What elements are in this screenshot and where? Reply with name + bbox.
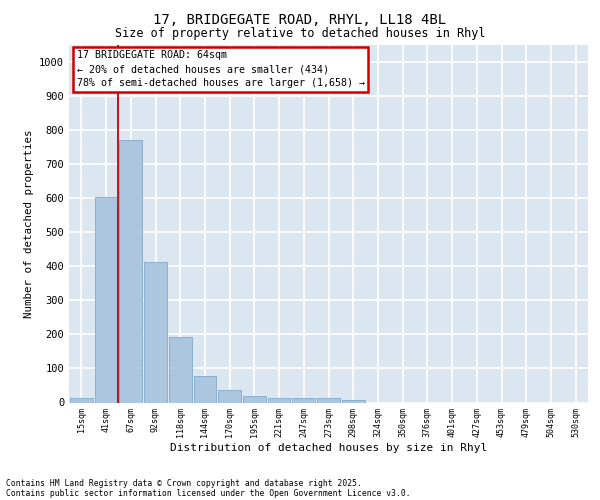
- Bar: [292, 398, 315, 402]
- Bar: [342, 400, 365, 402]
- Text: Size of property relative to detached houses in Rhyl: Size of property relative to detached ho…: [115, 28, 485, 40]
- Bar: [95, 196, 118, 402]
- Bar: [169, 337, 191, 402]
- Bar: [194, 376, 216, 402]
- X-axis label: Distribution of detached houses by size in Rhyl: Distribution of detached houses by size …: [170, 443, 487, 453]
- Text: 17, BRIDGEGATE ROAD, RHYL, LL18 4BL: 17, BRIDGEGATE ROAD, RHYL, LL18 4BL: [154, 12, 446, 26]
- Bar: [144, 262, 167, 402]
- Bar: [317, 398, 340, 402]
- Bar: [268, 398, 290, 402]
- Bar: [218, 390, 241, 402]
- Y-axis label: Number of detached properties: Number of detached properties: [23, 130, 34, 318]
- Bar: [119, 140, 142, 402]
- Text: Contains HM Land Registry data © Crown copyright and database right 2025.: Contains HM Land Registry data © Crown c…: [6, 478, 362, 488]
- Bar: [243, 396, 266, 402]
- Text: Contains public sector information licensed under the Open Government Licence v3: Contains public sector information licen…: [6, 488, 410, 498]
- Bar: [70, 398, 93, 402]
- Text: 17 BRIDGEGATE ROAD: 64sqm
← 20% of detached houses are smaller (434)
78% of semi: 17 BRIDGEGATE ROAD: 64sqm ← 20% of detac…: [77, 50, 365, 88]
